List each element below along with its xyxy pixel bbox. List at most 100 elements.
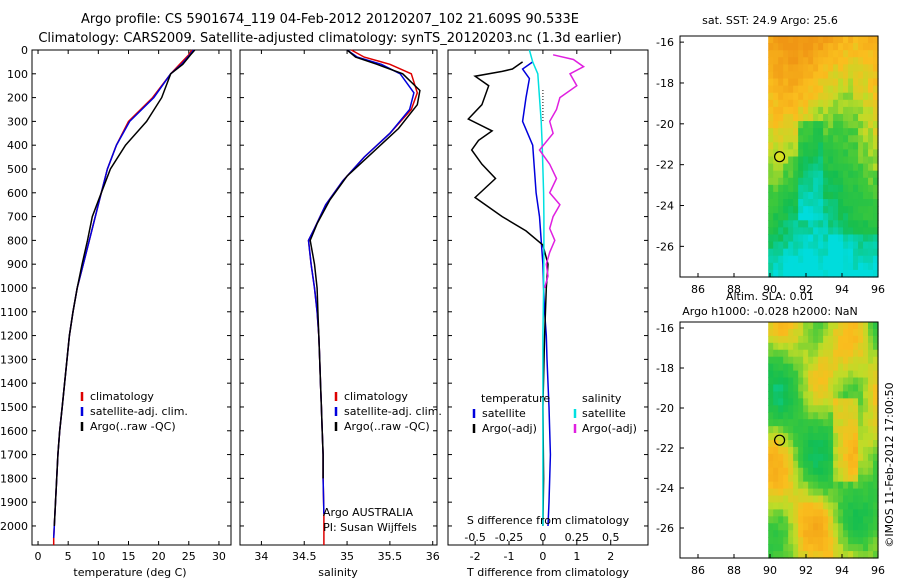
heat-cell [838, 50, 844, 58]
heat-cell [863, 426, 869, 434]
heat-cell [813, 349, 819, 358]
heat-cell [783, 177, 789, 186]
heat-cell [863, 206, 869, 214]
heat-cell [853, 78, 859, 87]
heat-cell [853, 149, 859, 158]
heat-cell [788, 128, 794, 136]
heat-cell [808, 488, 814, 497]
heat-cell [778, 255, 784, 264]
heat-cell [868, 170, 874, 179]
axes-frame [447, 49, 649, 546]
heat-cell [833, 523, 839, 531]
heat-cell [818, 106, 824, 115]
heat-cell [778, 71, 784, 80]
heat-cell [838, 460, 844, 469]
heat-cell [798, 322, 804, 330]
x-tick-label: -2 [470, 550, 481, 563]
heat-cell [853, 328, 859, 337]
heat-cell [798, 50, 804, 58]
heat-cell [803, 474, 809, 483]
heat-cell [843, 71, 849, 80]
heat-cell [823, 384, 829, 393]
heat-cell [818, 142, 824, 151]
heat-cell [823, 356, 829, 365]
heat-cell [803, 530, 809, 538]
heat-cell [833, 453, 839, 462]
heat-cell [823, 50, 829, 58]
heat-cell [783, 377, 789, 386]
y-tick-label: 300 [7, 115, 28, 128]
heat-cell [768, 523, 774, 531]
heat-cell [788, 85, 794, 94]
heat-cell [778, 474, 784, 483]
heat-cell [833, 384, 839, 393]
heat-cell [828, 50, 834, 58]
heat-cell [843, 537, 849, 545]
heat-cell [853, 64, 859, 73]
heat-cell [783, 206, 789, 214]
heat-cell [783, 170, 789, 179]
heat-cell [828, 99, 834, 108]
heat-cell [823, 227, 829, 236]
heat-cell [858, 156, 864, 165]
heat-cell [818, 170, 824, 179]
heat-cell [813, 551, 819, 559]
heat-cell [823, 64, 829, 73]
heat-cell [868, 213, 874, 221]
heat-cell [813, 241, 819, 250]
heat-cell [873, 405, 879, 413]
heat-cell [798, 488, 804, 497]
heat-cell [778, 481, 784, 490]
heat-cell [808, 335, 814, 344]
heat-cell [768, 106, 774, 115]
heat-cell [833, 269, 839, 278]
heat-cell [793, 199, 799, 207]
heat-cell [858, 474, 864, 483]
heat-cell [843, 191, 849, 200]
heat-cell [823, 184, 829, 193]
heat-cell [818, 78, 824, 87]
heat-cell [818, 163, 824, 172]
heat-cell [828, 269, 834, 278]
heat-cell [843, 384, 849, 393]
heat-cell [798, 227, 804, 236]
heat-cell [873, 412, 879, 420]
heat-cell [778, 85, 784, 94]
heat-cell [853, 106, 859, 115]
heat-cell [773, 426, 779, 434]
heat-cell [818, 509, 824, 517]
heat-cell [783, 191, 789, 200]
heat-cell [808, 64, 814, 73]
heat-cell [838, 92, 844, 101]
heat-cell [773, 36, 779, 44]
heat-cell [853, 248, 859, 257]
heat-cell [873, 377, 879, 386]
heat-cell [793, 481, 799, 490]
heat-cell [838, 149, 844, 158]
heat-cell [808, 234, 814, 243]
heat-cell [843, 113, 849, 122]
heat-cell [768, 370, 774, 379]
heat-cell [853, 363, 859, 372]
heat-cell [868, 142, 874, 151]
heat-cell [813, 412, 819, 420]
heat-cell [863, 391, 869, 399]
heat-cell [798, 433, 804, 441]
heat-cell [863, 269, 869, 278]
heat-cell [833, 184, 839, 193]
heat-cell [798, 241, 804, 250]
heat-cell [823, 412, 829, 420]
heat-cell [793, 213, 799, 221]
heat-cell [783, 474, 789, 483]
heat-cell [868, 43, 874, 51]
heat-cell [773, 255, 779, 264]
heat-cell [863, 177, 869, 186]
heat-cell [873, 255, 879, 264]
heat-cell [868, 551, 874, 559]
heat-cell [873, 509, 879, 517]
heat-cell [868, 419, 874, 427]
figure-title-line2: Climatology: CARS2009. Satellite-adjuste… [38, 31, 621, 46]
heat-cell [828, 398, 834, 406]
heat-cell [778, 241, 784, 250]
heat-cell [778, 391, 784, 399]
